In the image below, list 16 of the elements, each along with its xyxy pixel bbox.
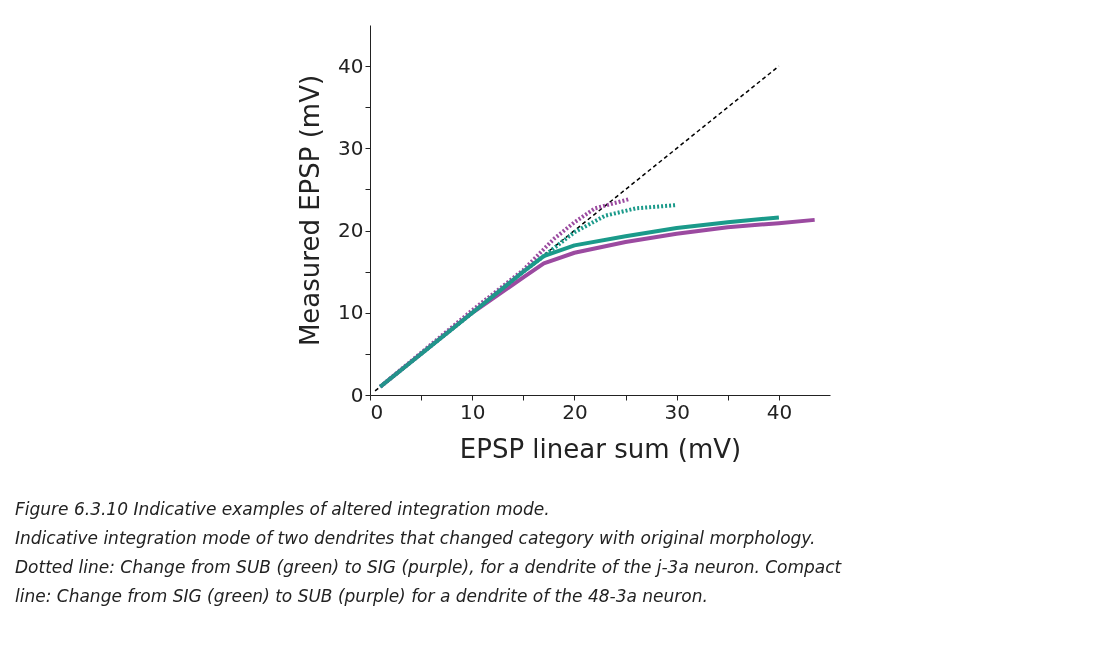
caption: Figure 6.3.10 Indicative examples of altered integration mode. <box>15 499 550 519</box>
y-tick-label: 0 <box>350 382 364 407</box>
y-axis-title: Measured EPSP (mV) <box>295 74 326 347</box>
y-tick-label: 30 <box>338 135 364 160</box>
x-tick-label: 10 <box>460 399 486 424</box>
y-tick-label: 10 <box>338 300 364 325</box>
x-tick-label: 30 <box>664 399 690 424</box>
x-tick-label: 20 <box>562 399 588 424</box>
x-tick-label: 40 <box>766 399 793 424</box>
text: Indicative integration mode of two dendrites that changed category with original morphology. <box>15 528 816 548</box>
text: line: Change from SIG (green) to SUB (purple) for a dendrite of the 48-3a neuron. <box>15 586 708 606</box>
y-tick-label: 40 <box>338 53 364 78</box>
x-axis-title: EPSP linear sum (mV) <box>459 433 742 464</box>
y-tick-label: 20 <box>338 218 364 243</box>
x-tick-label: 0 <box>370 399 384 424</box>
text: Dotted line: Change from SUB (green) to SIG (purple), for a dendrite of the j-3a neuron. Compact <box>15 557 843 577</box>
